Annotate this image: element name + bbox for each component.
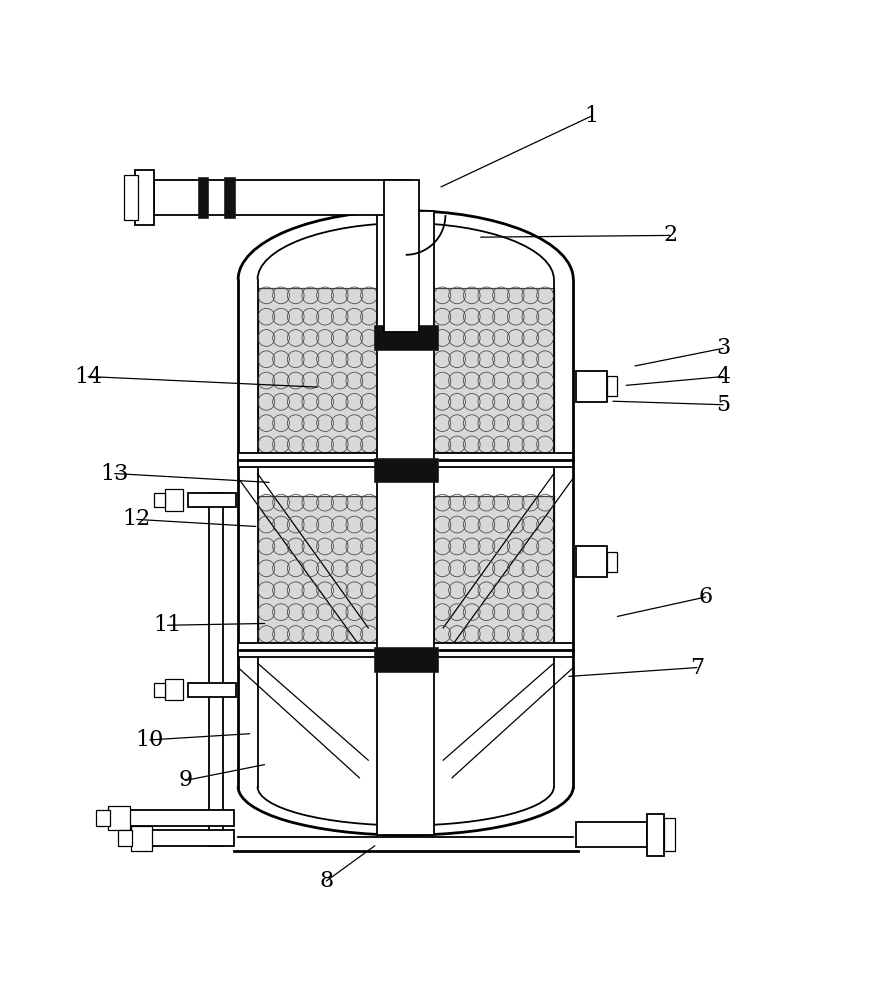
Text: 8: 8 bbox=[319, 870, 333, 892]
Text: 4: 4 bbox=[716, 366, 730, 388]
Bar bbox=[118, 830, 132, 846]
Bar bbox=[165, 489, 183, 511]
Bar bbox=[198, 177, 208, 218]
Text: 3: 3 bbox=[716, 337, 730, 359]
Text: 12: 12 bbox=[123, 508, 151, 530]
Bar bbox=[607, 552, 617, 572]
Bar bbox=[238, 279, 573, 787]
Bar bbox=[384, 180, 419, 332]
Bar bbox=[188, 493, 236, 507]
Text: 2: 2 bbox=[663, 224, 677, 246]
Text: 14: 14 bbox=[74, 366, 102, 388]
Bar bbox=[373, 458, 437, 482]
Bar bbox=[150, 830, 234, 846]
Bar bbox=[647, 814, 664, 856]
Bar bbox=[607, 376, 617, 396]
Text: 1: 1 bbox=[584, 105, 598, 127]
Text: 5: 5 bbox=[716, 394, 730, 416]
Bar bbox=[664, 818, 675, 851]
Bar bbox=[188, 683, 236, 697]
Bar bbox=[154, 493, 165, 507]
Bar bbox=[238, 643, 573, 657]
Bar bbox=[258, 496, 554, 643]
Text: 10: 10 bbox=[136, 729, 164, 751]
Text: 7: 7 bbox=[690, 657, 704, 679]
Text: 13: 13 bbox=[101, 463, 129, 485]
Bar bbox=[576, 822, 647, 847]
Bar bbox=[238, 453, 573, 467]
Bar bbox=[135, 170, 154, 225]
Bar bbox=[224, 177, 235, 218]
Bar bbox=[576, 371, 607, 402]
Bar bbox=[108, 806, 130, 830]
Bar bbox=[154, 683, 165, 697]
Bar bbox=[377, 211, 434, 835]
Bar bbox=[154, 180, 410, 215]
Bar bbox=[124, 175, 138, 220]
Bar bbox=[131, 826, 152, 851]
Text: 11: 11 bbox=[153, 614, 182, 636]
Text: 9: 9 bbox=[178, 769, 192, 791]
Bar bbox=[165, 679, 183, 700]
Bar bbox=[96, 810, 110, 826]
Bar bbox=[209, 493, 223, 846]
Bar bbox=[128, 810, 234, 826]
Bar bbox=[373, 647, 437, 672]
Bar bbox=[373, 325, 437, 350]
Bar bbox=[258, 288, 554, 453]
Bar bbox=[576, 546, 607, 577]
Text: 6: 6 bbox=[699, 586, 713, 608]
